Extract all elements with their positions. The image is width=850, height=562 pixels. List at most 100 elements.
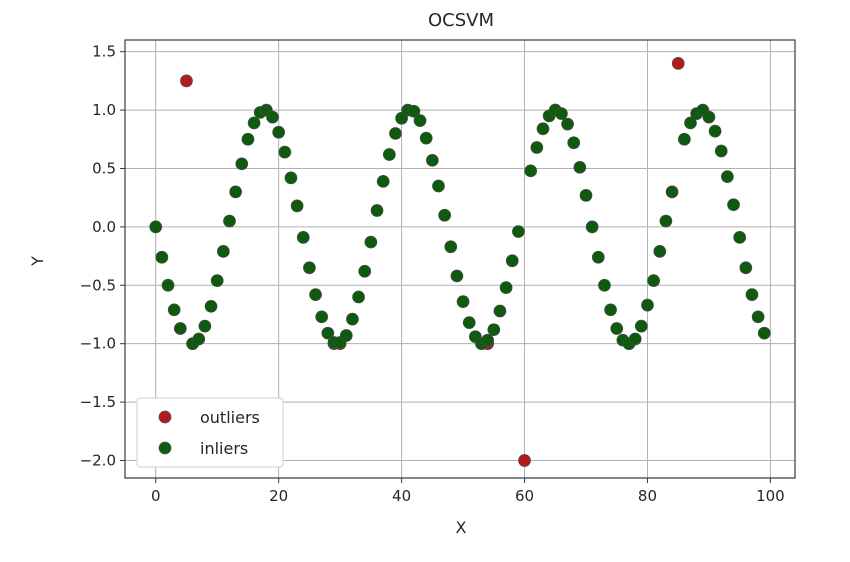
inliers-point: [579, 188, 593, 202]
inliers-point: [530, 141, 544, 154]
inliers-point: [757, 326, 771, 340]
inliers-point: [309, 288, 322, 301]
x-tick-label: 80: [638, 487, 657, 505]
inliers-point: [296, 231, 310, 244]
inliers-point: [659, 214, 673, 228]
inliers-point: [173, 322, 187, 335]
inliers-point: [628, 332, 642, 346]
plot-frame: [124, 39, 796, 479]
inliers-point: [339, 329, 353, 342]
y-axis-label: Y: [28, 256, 47, 267]
inliers-point: [591, 250, 605, 264]
inliers-point: [376, 174, 390, 188]
inliers-point: [161, 278, 175, 292]
inliers-point: [536, 122, 550, 136]
y-tick-label: −1.5: [80, 393, 116, 411]
inliers-point: [438, 208, 451, 222]
inliers-point: [505, 254, 519, 268]
legend-marker-outliers: [158, 410, 172, 424]
inliers-point: [247, 116, 261, 130]
inliers-point: [524, 164, 538, 178]
inliers-point: [567, 136, 581, 150]
chart-title: OCSVM: [428, 10, 494, 31]
inliers-point: [266, 110, 279, 124]
inliers-point: [512, 225, 525, 238]
y-tick-label: 0.0: [92, 218, 116, 236]
legend-box: [136, 397, 284, 468]
y-tick-label: −2.0: [80, 451, 116, 469]
inliers-point: [370, 204, 384, 217]
inliers-point: [721, 170, 734, 184]
inliers-point: [585, 220, 599, 234]
inliers-point: [229, 185, 242, 199]
inliers-point: [210, 274, 224, 287]
inliers-point: [303, 261, 316, 275]
inliers-point: [678, 132, 691, 146]
legend: outliers inliers: [136, 397, 284, 468]
inliers-point: [432, 179, 445, 193]
inliers-point: [382, 148, 396, 161]
inliers-point: [419, 131, 433, 145]
inliers-point: [272, 125, 286, 139]
inliers-point: [425, 153, 439, 167]
inliers-point: [481, 333, 495, 347]
inliers-point: [364, 235, 378, 249]
inliers-point: [456, 295, 470, 308]
inliers-point: [413, 114, 427, 127]
inliers-point: [241, 132, 255, 146]
x-tick-label: 40: [392, 487, 411, 505]
inliers-point: [634, 319, 648, 333]
inliers-point: [450, 269, 464, 283]
inliers-point: [278, 145, 292, 159]
inliers-point: [223, 214, 236, 228]
inliers-point: [216, 245, 230, 258]
inliers-point: [739, 261, 753, 275]
x-tick-label: 60: [515, 487, 534, 505]
inliers-point: [493, 304, 507, 318]
inliers-point: [352, 290, 365, 304]
inliers-point: [561, 117, 574, 131]
inliers-point: [192, 332, 206, 346]
inliers-point: [462, 316, 476, 330]
x-axis-label: X: [456, 518, 467, 537]
y-tick-label: −0.5: [80, 276, 116, 294]
legend-label-outliers: outliers: [200, 408, 260, 427]
y-tick-label: 1.5: [92, 43, 116, 61]
inliers-point: [315, 310, 329, 324]
outliers-point: [671, 57, 685, 70]
data-points: [149, 57, 771, 467]
inliers-point: [610, 322, 624, 335]
grid-lines: [125, 40, 795, 478]
inliers-point: [346, 312, 359, 326]
inliers-point: [573, 160, 587, 174]
inliers-point: [155, 250, 169, 264]
inliers-point: [499, 281, 513, 294]
inliers-point: [745, 288, 759, 301]
y-tick-label: −1.0: [80, 335, 116, 353]
y-tick-label: 0.5: [92, 159, 116, 177]
x-tick-label: 20: [269, 487, 288, 505]
inliers-point: [358, 264, 372, 278]
x-tick-label: 100: [756, 487, 785, 505]
inliers-point: [444, 240, 458, 254]
inliers-point: [665, 185, 679, 199]
inliers-point: [708, 124, 722, 138]
outliers-point: [518, 454, 531, 467]
outliers-point: [180, 74, 193, 88]
inliers-point: [641, 298, 654, 312]
x-tick-label: 0: [151, 487, 161, 505]
inliers-point: [167, 303, 181, 317]
inliers-point: [598, 278, 611, 292]
inliers-point: [751, 310, 765, 324]
inliers-point: [198, 319, 212, 333]
inliers-point: [149, 220, 163, 234]
y-tick-label: 1.0: [92, 101, 116, 119]
inliers-point: [684, 116, 697, 130]
inliers-point: [727, 198, 740, 212]
inliers-point: [702, 110, 716, 124]
inliers-point: [604, 303, 617, 317]
axis-ticks: 0 20 40 60 80 100 1.5 1.0 0.5 0.0 −0.5 −1.0 −1.5 −2.0: [80, 43, 785, 505]
inliers-point: [389, 127, 402, 140]
inliers-point: [714, 144, 728, 158]
